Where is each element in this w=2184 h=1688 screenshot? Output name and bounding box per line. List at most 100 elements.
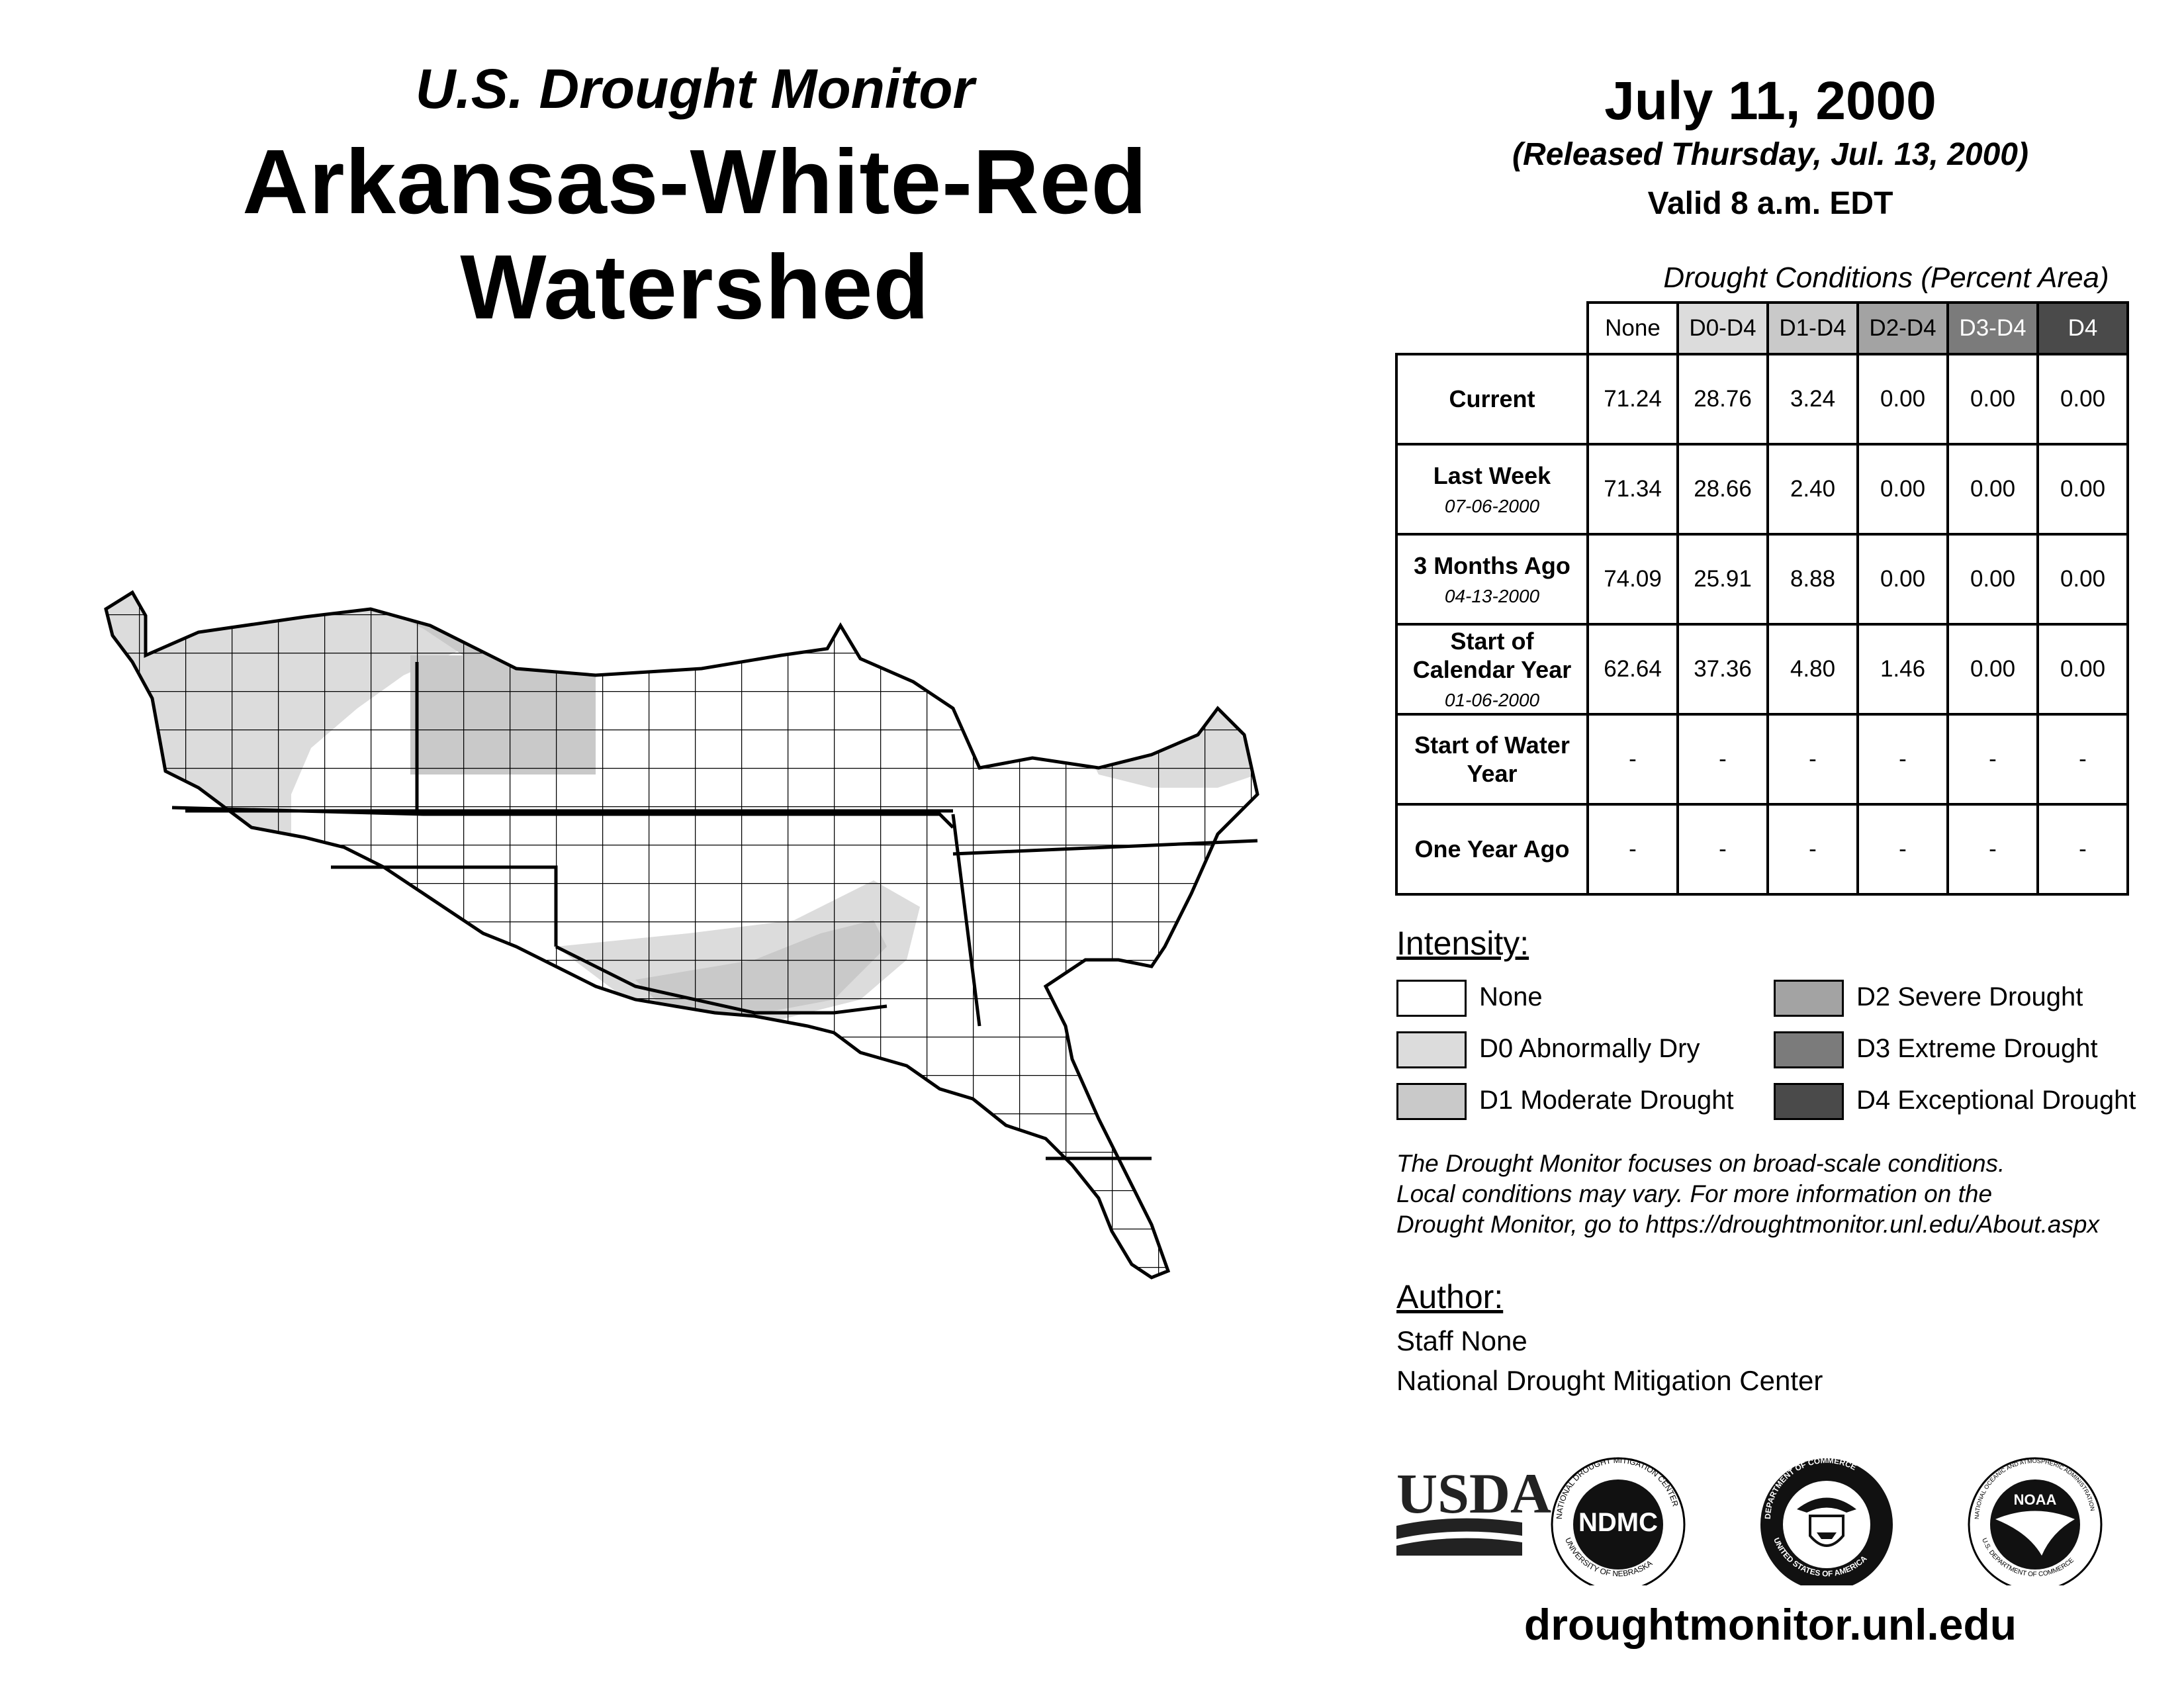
row-label-text: Last Week bbox=[1433, 461, 1551, 489]
table-cell: - bbox=[1586, 803, 1679, 896]
table-cell: 25.91 bbox=[1676, 533, 1769, 626]
table-cell: - bbox=[1766, 803, 1859, 896]
legend-label: D2 Severe Drought bbox=[1856, 982, 2083, 1011]
row-label-text: Start of Water Year bbox=[1414, 731, 1570, 787]
table-row: Start of Water Year - - - - - - bbox=[1395, 713, 2129, 806]
row-label: Start of Water Year bbox=[1395, 713, 1589, 806]
legend-label: D0 Abnormally Dry bbox=[1479, 1034, 1700, 1063]
table-cell: 0.00 bbox=[1856, 353, 1949, 445]
table-cell: - bbox=[1856, 713, 1949, 806]
row-label-text: 3 Months Ago bbox=[1414, 551, 1570, 579]
doc-seal: DEPARTMENT OF COMMERCE UNITED STATES OF … bbox=[1760, 1456, 1893, 1585]
row-date: 07-06-2000 bbox=[1444, 495, 1540, 516]
author-name: Staff None bbox=[1396, 1325, 1527, 1356]
legend-label: D4 Exceptional Drought bbox=[1856, 1086, 2136, 1115]
usda-field-lines bbox=[1396, 1538, 1522, 1556]
disclaimer: The Drought Monitor focuses on broad-sca… bbox=[1396, 1149, 2177, 1240]
table-cell: 0.00 bbox=[2036, 353, 2129, 445]
table-cell: 0.00 bbox=[2036, 533, 2129, 626]
legend-swatch bbox=[1396, 1083, 1467, 1120]
drought-stats-table: None D0-D4 D1-D4 D2-D4 D3-D4 D4 Current … bbox=[1395, 301, 2129, 896]
row-label: Current bbox=[1395, 353, 1589, 445]
table-cell: - bbox=[2036, 803, 2129, 896]
legend-title: Intensity: bbox=[1396, 925, 1529, 962]
row-label-text: Start of Calendar Year bbox=[1412, 628, 1572, 684]
agency-logos: USDA NDMC NATIONAL DROUGHT MITIGATION CE… bbox=[1396, 1456, 2103, 1585]
table-cell: 2.40 bbox=[1766, 443, 1859, 536]
author-title: Author: bbox=[1396, 1278, 1504, 1315]
usda-logo: USDA bbox=[1396, 1462, 1551, 1556]
table-cell: 4.80 bbox=[1766, 623, 1859, 716]
table-cell: 1.46 bbox=[1856, 623, 1949, 716]
state-line-ok-panhandle bbox=[331, 865, 558, 947]
legend-swatch bbox=[1396, 1031, 1467, 1068]
table-cell: 0.00 bbox=[2036, 623, 2129, 716]
table-cell: - bbox=[2036, 713, 2129, 806]
table-row: Start of Calendar Year 01-06-2000 62.64 3… bbox=[1395, 623, 2129, 716]
noaa-logo-text: NOAA bbox=[2014, 1491, 2057, 1508]
state-line-ok-ar bbox=[951, 814, 981, 1027]
noaa-bird-icon bbox=[1995, 1511, 2075, 1556]
table-cell: - bbox=[1856, 803, 1949, 896]
col-header: D4 bbox=[2036, 301, 2129, 355]
valid-time: Valid 8 a.m. EDT bbox=[1647, 186, 1893, 221]
table-cell: - bbox=[1766, 713, 1859, 806]
row-date: 04-13-2000 bbox=[1444, 585, 1540, 606]
table-cell: 28.66 bbox=[1676, 443, 1769, 536]
ndmc-disc bbox=[1573, 1479, 1663, 1570]
state-boundaries bbox=[171, 662, 1258, 1160]
table-cell: - bbox=[1586, 713, 1679, 806]
table-cell: 0.00 bbox=[1946, 623, 2039, 716]
disclaimer-line: The Drought Monitor focuses on broad-sca… bbox=[1396, 1150, 2005, 1177]
table-cell: 0.00 bbox=[1856, 533, 1949, 626]
basin-border bbox=[104, 590, 1259, 1280]
legend-swatch bbox=[1774, 1031, 1844, 1068]
usda-logo-text: USDA bbox=[1396, 1462, 1551, 1525]
table-cell: 74.09 bbox=[1586, 533, 1679, 626]
col-header: D3-D4 bbox=[1946, 301, 2039, 355]
col-header: None bbox=[1586, 301, 1679, 355]
table-row: One Year Ago - - - - - - bbox=[1395, 803, 2129, 896]
row-date: 01-06-2000 bbox=[1444, 690, 1540, 711]
state-line-mo-ar bbox=[952, 839, 1258, 856]
author-org: National Drought Mitigation Center bbox=[1396, 1365, 1823, 1396]
table-cell: 8.88 bbox=[1766, 533, 1859, 626]
col-header: D1-D4 bbox=[1766, 301, 1859, 355]
table-cell: - bbox=[1946, 713, 2039, 806]
disclaimer-line: Drought Monitor, go to https://droughtmo… bbox=[1396, 1211, 2099, 1238]
table-row: Current 71.24 28.76 3.24 0.00 0.00 0.00 bbox=[1395, 353, 2129, 445]
map-subtitle: U.S. Drought Monitor bbox=[415, 58, 975, 120]
release-date: (Released Thursday, Jul. 13, 2000) bbox=[1512, 137, 2028, 172]
table-cell: 0.00 bbox=[1946, 533, 2039, 626]
legend-swatch bbox=[1396, 980, 1467, 1017]
disclaimer-line: Local conditions may vary. For more info… bbox=[1396, 1180, 1993, 1207]
state-line-ok-tx bbox=[555, 945, 887, 1015]
footer-url[interactable]: droughtmonitor.unl.edu bbox=[1524, 1600, 2017, 1649]
table-cell: 0.00 bbox=[1856, 443, 1949, 536]
legend-label: D1 Moderate Drought bbox=[1479, 1086, 1734, 1115]
ship-icon bbox=[1817, 1532, 1837, 1539]
shield-icon bbox=[1809, 1515, 1844, 1547]
noaa-logo: NOAA NATIONAL OCEANIC AND ATMOSPHERIC AD… bbox=[1968, 1457, 2103, 1585]
legend-swatch bbox=[1774, 1083, 1844, 1120]
table-cell: 37.36 bbox=[1676, 623, 1769, 716]
legend-label: None bbox=[1479, 982, 1543, 1011]
table-cell: 71.34 bbox=[1586, 443, 1679, 536]
table-row: Last Week 07-06-2000 71.34 28.66 2.40 0.0… bbox=[1395, 443, 2129, 536]
eagle-icon bbox=[1797, 1497, 1856, 1513]
row-label: Last Week 07-06-2000 bbox=[1395, 443, 1589, 536]
row-label-text: One Year Ago bbox=[1414, 835, 1570, 863]
table-cell: 0.00 bbox=[1946, 443, 2039, 536]
table-cell: - bbox=[1676, 713, 1769, 806]
table-header-row: None D0-D4 D1-D4 D2-D4 D3-D4 D4 bbox=[1396, 301, 2129, 355]
col-header: D0-D4 bbox=[1676, 301, 1769, 355]
table-cell: - bbox=[1676, 803, 1769, 896]
row-label: One Year Ago bbox=[1395, 803, 1589, 896]
table-cell: 62.64 bbox=[1586, 623, 1679, 716]
table-cell: 0.00 bbox=[2036, 443, 2129, 536]
table-cell: 0.00 bbox=[1946, 353, 2039, 445]
watershed-map bbox=[104, 590, 1259, 1280]
map-title: Arkansas-White-Red Watershed bbox=[242, 131, 1148, 338]
row-label: Start of Calendar Year 01-06-2000 bbox=[1395, 623, 1589, 716]
legend-label: D3 Extreme Drought bbox=[1856, 1034, 2098, 1063]
